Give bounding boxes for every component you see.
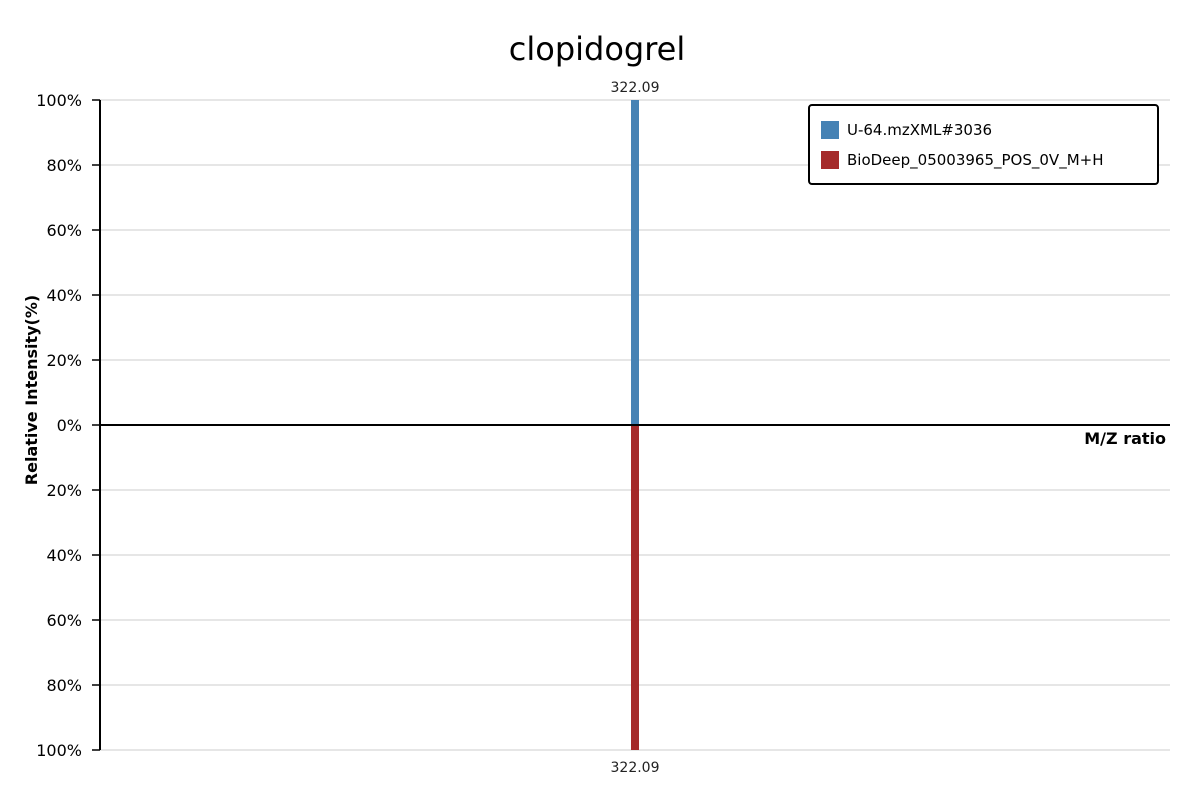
- y-tick-label-upper-0: 100%: [36, 91, 82, 110]
- y-tick-label-lower-1: 40%: [46, 546, 82, 565]
- y-tick-label-upper-3: 40%: [46, 286, 82, 305]
- peak-label-0-0: 322.09: [611, 80, 660, 96]
- x-axis-label: M/Z ratio: [1084, 429, 1166, 448]
- peak-bar-1-0: [631, 425, 639, 750]
- legend-swatch-0: [821, 121, 839, 139]
- y-tick-label-upper-1: 80%: [46, 156, 82, 175]
- y-tick-label-lower-2: 60%: [46, 611, 82, 630]
- y-tick-label-lower-3: 80%: [46, 676, 82, 695]
- peak-label-1-0: 322.09: [611, 760, 660, 776]
- y-tick-label-upper-2: 60%: [46, 221, 82, 240]
- y-tick-label-upper-4: 20%: [46, 351, 82, 370]
- peak-bars: 322.09 322.09: [611, 80, 660, 776]
- peak-bar-0-0: [631, 100, 639, 425]
- y-tick-label-lower-4: 100%: [36, 741, 82, 760]
- legend-entry-1: BioDeep_05003965_POS_0V_M+H: [847, 151, 1103, 170]
- chart-title: clopidogrel: [509, 30, 686, 68]
- y-axis-label: Relative Intensity(%): [22, 295, 41, 485]
- y-tick-label-upper-5: 0%: [57, 416, 82, 435]
- legend-box: [808, 104, 1159, 185]
- legend-swatch-1: [821, 151, 839, 169]
- y-axis-ticks: 100% 80% 60% 40% 20% 0% 20% 40% 60% 80% 100%: [36, 91, 100, 760]
- axes: [99, 100, 1170, 750]
- legend: U-64.mzXML#3036 BioDeep_05003965_POS_0V_…: [808, 104, 1159, 185]
- legend-entry-0: U-64.mzXML#3036: [847, 121, 992, 139]
- y-tick-label-lower-0: 20%: [46, 481, 82, 500]
